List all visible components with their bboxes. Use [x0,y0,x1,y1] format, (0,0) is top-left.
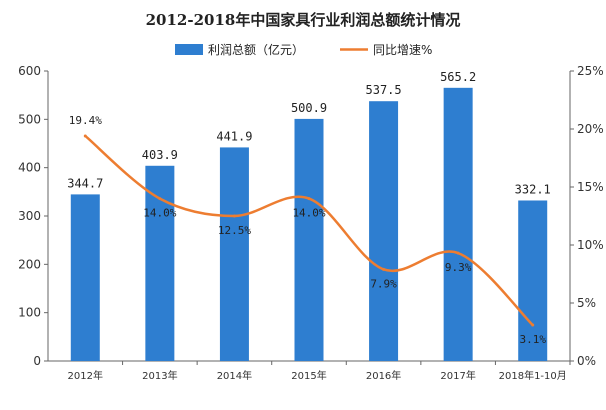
bars [70,87,548,361]
axes: 0 100 200 300 400 500 600 0% 5% 10% 15% 20% 25% 2012年… [18,64,604,382]
x-tick-label: 2017年 [440,369,475,382]
growth-point [531,323,535,327]
bar-value-label: 537.5 [366,83,402,97]
y-left-tick-label: 0 [33,354,41,368]
bar [70,194,100,361]
bar [443,87,473,361]
growth-value-label: 19.4% [69,114,102,127]
y-left-tick-label: 400 [18,161,41,175]
y-left-tick-label: 200 [18,257,41,271]
y-right-tick-label: 20% [577,122,604,136]
y-right-tick-label: 5% [577,296,596,310]
growth-point [232,214,236,218]
x-tick-label: 2012年 [68,369,103,382]
bar [369,101,399,361]
growth-value-label: 14.0% [292,207,325,220]
y-right-tick-label: 25% [577,64,604,78]
bar [219,147,249,361]
x-tick-label: 2015年 [291,369,326,382]
y-right-tick-label: 15% [577,180,604,194]
y-left-tick-label: 600 [18,64,41,78]
growth-value-label: 14.0% [143,207,176,220]
bar-value-label: 403.9 [142,148,178,162]
bar-value-label: 344.7 [67,176,103,190]
legend-line-label: 同比增速% [373,43,432,57]
growth-value-label: 7.9% [370,277,397,290]
growth-value-label: 3.1% [519,333,546,346]
x-tick-label: 2013年 [142,369,177,382]
growth-value-label: 9.3% [445,261,472,274]
y-left-tick-label: 500 [18,112,41,126]
x-tick-label: 2018年1-10月 [499,369,567,382]
bar-value-label: 500.9 [291,101,327,115]
bar [294,118,324,361]
bar-value-label: 565.2 [440,70,476,84]
y-left-tick-label: 100 [18,306,41,320]
growth-value-label: 12.5% [218,224,251,237]
bar-value-label: 441.9 [216,129,252,143]
growth-point [307,197,311,201]
growth-line [83,134,535,327]
y-left-tick-label: 300 [18,209,41,223]
x-tick-label: 2016年 [366,369,401,382]
legend-bar-label: 利润总额（亿元） [208,42,304,57]
bar-labels: 344.7 403.9 441.9 500.9 537.5 565.2 332.1 [67,70,551,197]
growth-point [456,251,460,255]
bar [145,165,175,361]
legend-bar-swatch [175,44,203,55]
y-right-tick-label: 10% [577,238,604,252]
growth-point [158,197,162,201]
growth-point [382,267,386,271]
x-tick-label: 2014年 [217,369,252,382]
growth-point [83,134,87,138]
chart-title: 2012-2018年中国家具行业利润总额统计情况 [146,11,461,29]
bar [518,200,548,361]
bar-value-label: 332.1 [515,182,551,196]
y-right-tick-label: 0% [577,354,596,368]
legend: 利润总额（亿元） 同比增速% [175,42,432,57]
growth-labels: 19.4% 14.0% 12.5% 14.0% 7.9% 9.3% 3.1% [69,114,547,346]
